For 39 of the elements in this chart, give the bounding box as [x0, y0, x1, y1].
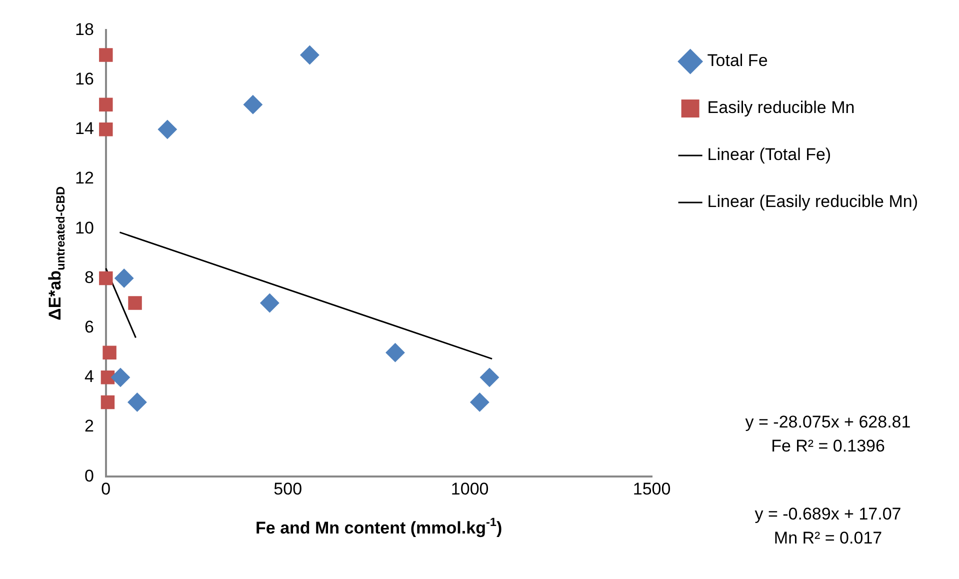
point — [99, 98, 113, 112]
y-axis-title: ΔE*abuntreated-CBD — [46, 186, 68, 320]
point — [386, 343, 405, 362]
legend-label: Linear (Easily reducible Mn) — [707, 192, 918, 212]
point — [470, 392, 490, 412]
y-tick-label: 14 — [74, 119, 94, 138]
y-tick-label: 10 — [74, 218, 94, 238]
point — [128, 296, 142, 310]
point — [260, 294, 280, 312]
text: y = -0.689x + 17.07 Mn R² = 0.017 — [754, 504, 902, 548]
y-tick-label: 6 — [84, 317, 94, 336]
x-tick-label: 1500 — [632, 479, 671, 498]
x-tick-label: 1000 — [450, 479, 489, 498]
y-tick-label: 0 — [84, 466, 94, 486]
legend-label: Total Fe — [707, 51, 768, 70]
y-tick-label: 18 — [74, 20, 94, 39]
y-tick-label: 4 — [84, 367, 94, 386]
point — [158, 120, 177, 139]
x-tick-label: 500 — [274, 479, 302, 498]
point — [128, 392, 147, 412]
text: y = -28.075x + 628.81 Fe R² = 0.1396 — [745, 412, 911, 456]
point — [100, 395, 115, 410]
legend-label: Easily reducible Mn — [707, 98, 855, 118]
point — [99, 48, 113, 62]
x-tick-label: 0 — [101, 479, 111, 498]
point — [99, 122, 113, 136]
y-tick-label: 8 — [84, 268, 94, 287]
point — [100, 370, 115, 384]
point — [480, 368, 499, 387]
point — [110, 368, 130, 387]
legend-label: Linear (Total Fe) — [707, 145, 832, 164]
point — [114, 268, 134, 288]
y-tick-label: 2 — [84, 416, 94, 436]
point — [243, 95, 262, 114]
point — [300, 46, 320, 64]
y-tick-label: 16 — [74, 69, 94, 88]
point — [102, 346, 116, 360]
point — [99, 271, 113, 286]
y-tick-label: 12 — [74, 168, 94, 188]
